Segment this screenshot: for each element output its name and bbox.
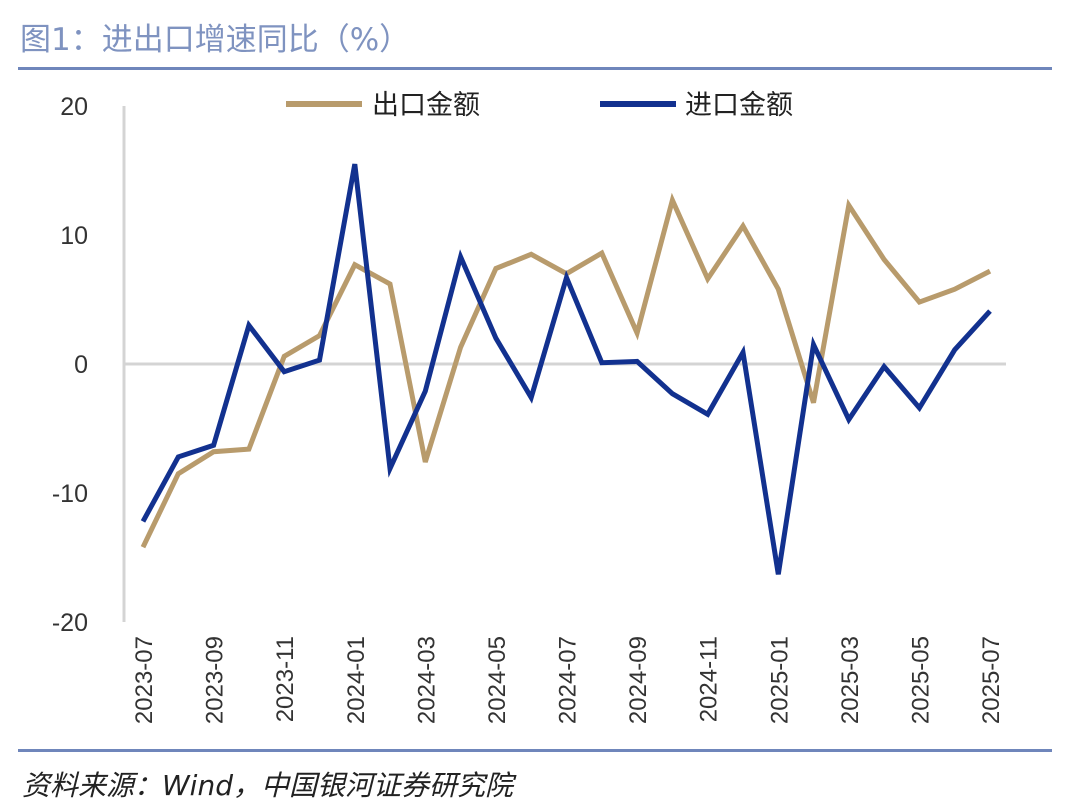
legend-label: 进口金额 [685, 90, 793, 121]
legend-import: 进口金额 [600, 90, 793, 121]
x-tick-label: 2025-01 [766, 636, 793, 724]
source-note: 资料来源：Wind，中国银河证券研究院 [22, 769, 513, 802]
import-series-line [140, 163, 992, 575]
legend: 出口金额 进口金额 [286, 90, 793, 121]
y-tick-label: -10 [52, 480, 88, 508]
chart-title: 图1：进出口增速同比（%） [20, 22, 411, 58]
x-tick-label: 2025-07 [978, 636, 1005, 724]
x-tick-label: 2024-11 [696, 636, 723, 722]
export-series-line [140, 192, 992, 549]
top-divider [18, 67, 1052, 70]
series-lines [140, 163, 992, 575]
x-tick-label: 2024-09 [625, 636, 652, 724]
legend-export: 出口金额 [286, 90, 480, 121]
x-tick-label: 2025-03 [837, 636, 864, 724]
x-tick-label: 2024-03 [413, 636, 440, 724]
x-tick-label: 2023-07 [131, 636, 158, 724]
legend-label: 出口金额 [372, 90, 480, 121]
y-tick-label: 0 [74, 351, 88, 379]
x-tick-label: 2024-07 [555, 636, 582, 724]
x-tick-label: 2023-11 [272, 636, 299, 722]
y-tick-label: 10 [60, 222, 88, 250]
x-tick-label: 2023-09 [202, 636, 229, 724]
x-tick-label: 2024-01 [343, 636, 370, 724]
y-tick-label: 20 [60, 93, 88, 121]
y-tick-label: -20 [52, 609, 88, 637]
x-tick-label: 2025-05 [907, 636, 934, 724]
bottom-divider [18, 749, 1052, 752]
axes: -20 -10 0 10 20 2023-07 2023-09 2023-11 2024-01 2… [52, 93, 1006, 724]
x-tick-label: 2024-05 [484, 636, 511, 724]
